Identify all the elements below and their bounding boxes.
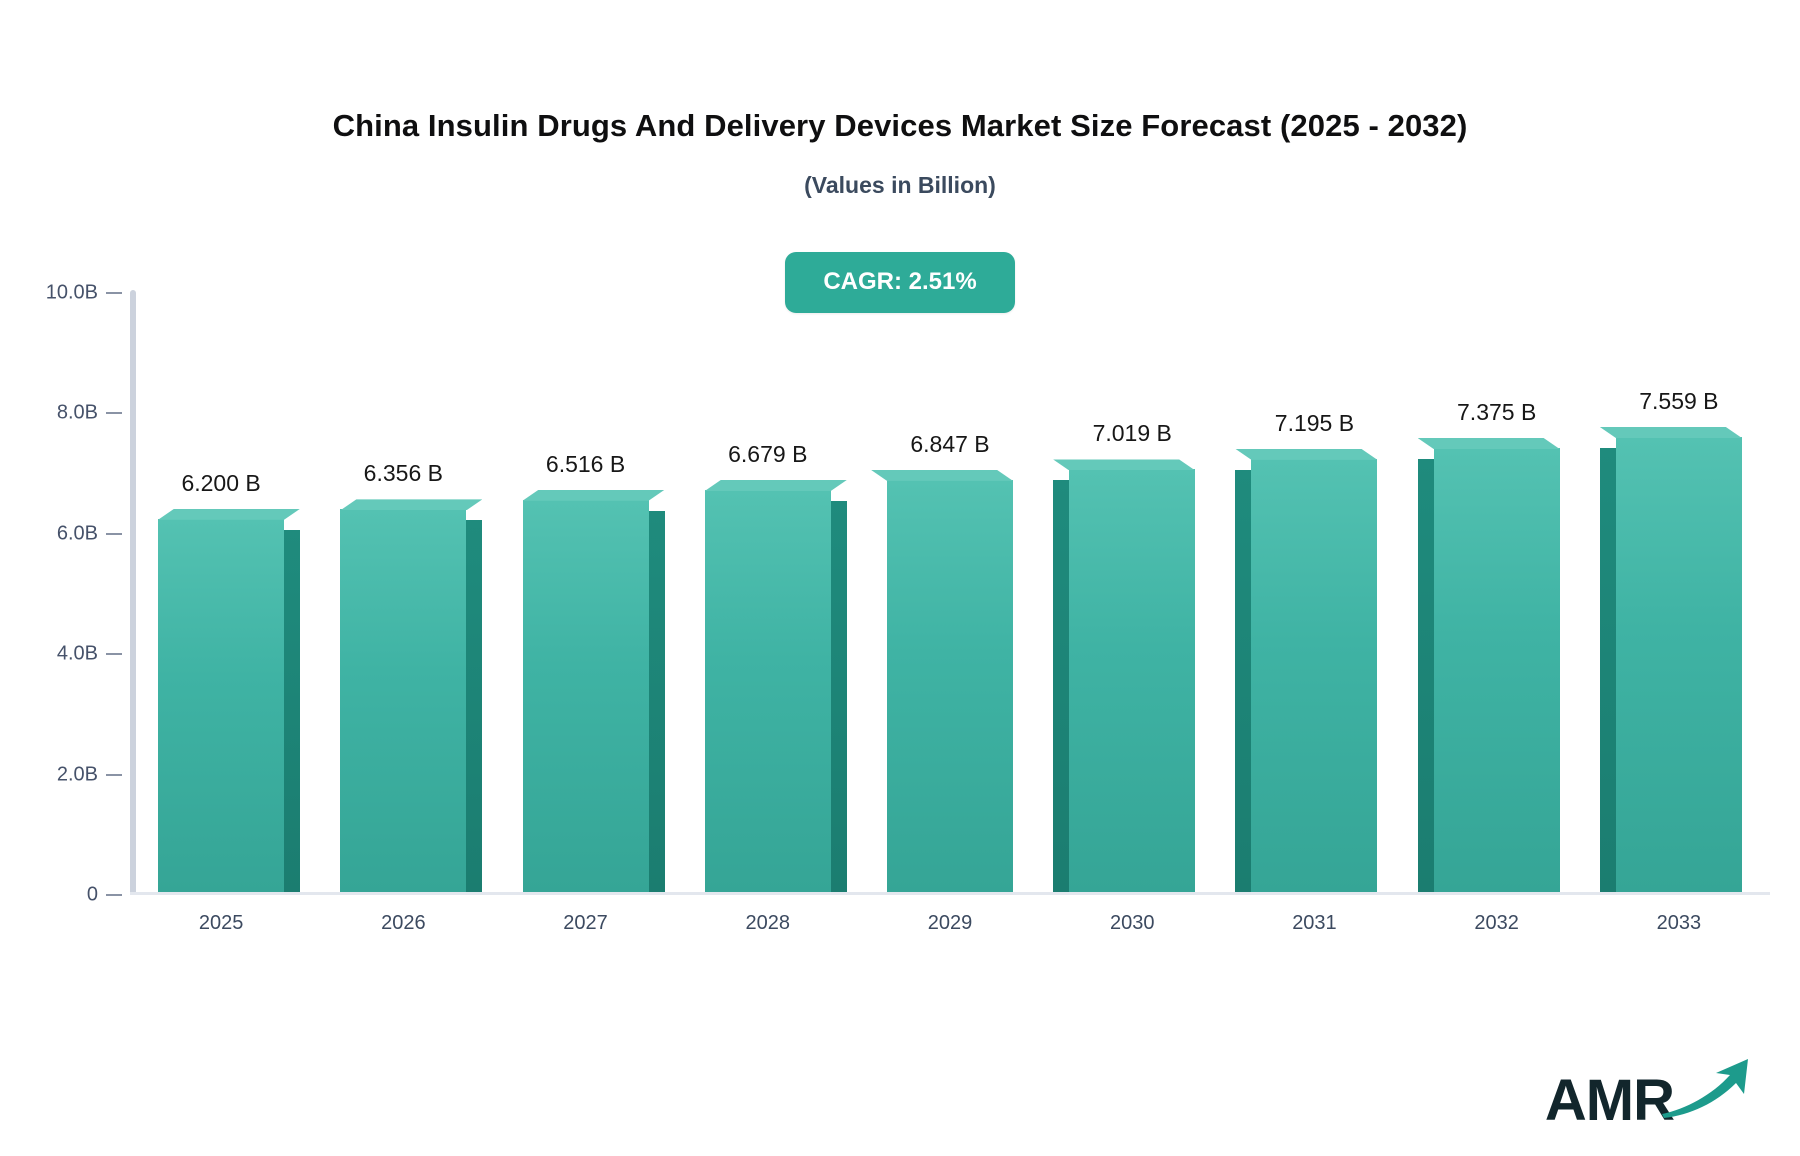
bar-top-face bbox=[158, 509, 300, 520]
page-title: China Insulin Drugs And Delivery Devices… bbox=[332, 108, 1468, 143]
bar-front-face bbox=[1615, 436, 1742, 892]
bar[interactable] bbox=[522, 499, 665, 892]
bar[interactable] bbox=[1235, 458, 1378, 892]
x-axis-tick-label: 2032 bbox=[1474, 912, 1519, 934]
y-axis-tick-mark bbox=[106, 532, 122, 535]
bar-side-face bbox=[1053, 480, 1070, 892]
bar-top-face bbox=[340, 499, 482, 510]
bar[interactable] bbox=[1053, 469, 1196, 892]
bar-top-face bbox=[523, 490, 665, 501]
amr-logo: AMR bbox=[1545, 1040, 1752, 1130]
bar-side-face bbox=[1235, 469, 1252, 892]
bar-front-face bbox=[1251, 458, 1378, 892]
x-axis-tick-label: 2029 bbox=[927, 912, 973, 934]
cagr-badge: CAGR: 2.51% bbox=[785, 252, 1015, 313]
bar-front-face bbox=[1433, 448, 1560, 892]
bar-value-label: 6.200 B bbox=[181, 469, 261, 496]
growth-arrow-icon bbox=[1660, 1057, 1752, 1124]
plot-area: 0 2.0B 4.0B 6.0B 8.0B 10.0B 6.200 B 2025 6.356 … bbox=[46, 282, 1770, 934]
bar-column[interactable]: 6.356 B 2026 bbox=[340, 290, 483, 934]
x-axis-line bbox=[130, 892, 1770, 895]
bar-side-face bbox=[648, 510, 665, 892]
y-axis-tick-mark bbox=[106, 894, 122, 896]
bar-value-label: 6.516 B bbox=[545, 450, 626, 477]
bar-side-face bbox=[466, 520, 483, 892]
x-axis-tick-label: 2025 bbox=[198, 912, 244, 934]
bar-value-label: 7.019 B bbox=[1092, 420, 1172, 447]
bar-value-label: 7.195 B bbox=[1274, 409, 1355, 436]
bar[interactable] bbox=[704, 489, 847, 892]
bar-value-label: 6.679 B bbox=[728, 440, 808, 467]
y-axis-tick-label: 4.0B bbox=[56, 642, 98, 665]
x-axis-tick-label: 2028 bbox=[745, 912, 791, 934]
bar-front-face bbox=[887, 479, 1013, 892]
bar-side-face bbox=[1417, 459, 1434, 892]
bar[interactable] bbox=[1599, 436, 1742, 892]
bar-front-face bbox=[340, 509, 467, 892]
bar-top-face bbox=[1600, 427, 1742, 438]
bar-top-face bbox=[1053, 459, 1195, 470]
logo-text: AMR bbox=[1544, 1068, 1675, 1133]
bar-column[interactable]: 6.516 B 2027 bbox=[522, 290, 665, 934]
y-axis-tick-label: 10.0B bbox=[45, 281, 98, 304]
bar-top-face bbox=[871, 470, 1013, 481]
bar-value-label: 7.559 B bbox=[1639, 387, 1719, 414]
chart-subtitle: (Values in Billion) bbox=[804, 172, 996, 198]
bar-value-label: 6.356 B bbox=[363, 460, 443, 487]
y-axis-tick-mark bbox=[106, 653, 122, 656]
bar-column[interactable]: 7.559 B 2033 bbox=[1599, 290, 1742, 934]
y-axis-tick-label: 0 bbox=[86, 883, 98, 906]
x-axis-tick-label: 2026 bbox=[381, 912, 426, 934]
bar-front-face bbox=[1069, 469, 1196, 892]
x-axis-tick-label: 2031 bbox=[1292, 912, 1337, 934]
bar-front-face bbox=[158, 518, 285, 892]
x-axis-tick-label: 2033 bbox=[1656, 912, 1702, 934]
bar[interactable] bbox=[340, 509, 483, 892]
y-axis-tick-mark bbox=[106, 773, 122, 776]
bar[interactable] bbox=[887, 480, 1013, 892]
bar-value-label: 6.847 B bbox=[910, 430, 990, 457]
bar-column[interactable]: 6.679 B 2028 bbox=[704, 290, 847, 934]
bar-front-face bbox=[522, 499, 649, 892]
y-axis-tick-mark bbox=[106, 412, 122, 415]
y-axis-tick-mark bbox=[106, 292, 122, 294]
bar-column[interactable]: 7.195 B 2031 bbox=[1235, 290, 1378, 934]
x-axis-tick-label: 2027 bbox=[563, 912, 608, 934]
bar-side-face bbox=[284, 529, 301, 892]
bar[interactable] bbox=[1417, 448, 1560, 892]
bar-top-face bbox=[705, 480, 847, 491]
y-axis-tick-label: 6.0B bbox=[56, 522, 98, 545]
bar-column[interactable]: 7.019 B 2030 bbox=[1053, 290, 1196, 934]
bar-top-face bbox=[1235, 449, 1377, 460]
bar-front-face bbox=[704, 489, 831, 892]
bar[interactable] bbox=[158, 518, 301, 892]
bar-column[interactable]: 7.375 B 2032 bbox=[1417, 290, 1560, 934]
y-axis-line bbox=[130, 290, 136, 895]
bar-series: 6.200 B 2025 6.356 B 2026 6.516 B 2027 6.679 B… bbox=[130, 290, 1770, 934]
bar-column[interactable]: 6.847 B 2029 bbox=[887, 290, 1013, 934]
y-axis-tick-label: 2.0B bbox=[56, 763, 98, 786]
x-axis-tick-label: 2030 bbox=[1109, 912, 1155, 934]
y-axis-tick-label: 8.0B bbox=[56, 401, 98, 424]
cagr-badge-container: CAGR: 2.51% bbox=[0, 252, 1800, 313]
bar-side-face bbox=[830, 500, 847, 892]
bar-value-label: 7.375 B bbox=[1457, 399, 1537, 426]
bar-top-face bbox=[1418, 438, 1560, 449]
bar-side-face bbox=[1599, 447, 1616, 892]
bar-column[interactable]: 6.200 B 2025 bbox=[158, 290, 301, 934]
